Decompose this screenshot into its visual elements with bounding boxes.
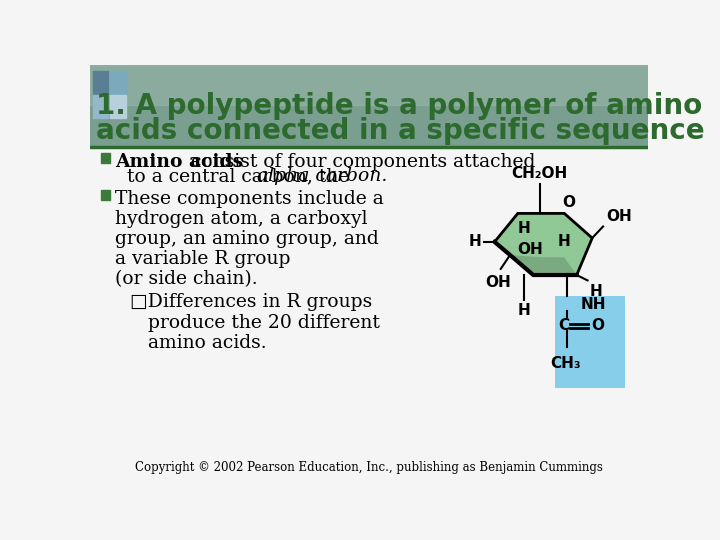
- Bar: [101, 190, 110, 200]
- Text: consist of four components attached: consist of four components attached: [184, 153, 535, 171]
- Bar: [110, 95, 126, 118]
- Text: H: H: [518, 221, 531, 237]
- Text: CH₃: CH₃: [550, 356, 580, 371]
- Text: alpha carbon.: alpha carbon.: [258, 167, 388, 185]
- Text: a variable R group: a variable R group: [114, 251, 290, 268]
- Text: H: H: [469, 234, 482, 249]
- Text: OH: OH: [518, 242, 543, 257]
- Text: Copyright © 2002 Pearson Education, Inc., publishing as Benjamin Cummings: Copyright © 2002 Pearson Education, Inc.…: [135, 462, 603, 475]
- Text: acids connected in a specific sequence: acids connected in a specific sequence: [96, 117, 705, 145]
- Text: produce the 20 different: produce the 20 different: [130, 314, 380, 332]
- Text: (or side chain).: (or side chain).: [114, 271, 258, 288]
- Text: H: H: [558, 234, 571, 249]
- Bar: [555, 296, 625, 388]
- Text: hydrogen atom, a carboxyl: hydrogen atom, a carboxyl: [114, 211, 367, 228]
- Bar: [101, 153, 110, 163]
- Text: H: H: [590, 284, 603, 299]
- Bar: [110, 71, 126, 94]
- Text: 1. A polypeptide is a polymer of amino: 1. A polypeptide is a polymer of amino: [96, 92, 703, 120]
- Text: CH₂OH: CH₂OH: [511, 166, 567, 181]
- Text: to a central carbon, the: to a central carbon, the: [127, 167, 356, 185]
- Text: Amino acids: Amino acids: [114, 153, 243, 171]
- Polygon shape: [495, 242, 577, 275]
- Text: □Differences in R groups: □Differences in R groups: [130, 294, 372, 312]
- Text: H: H: [518, 303, 531, 318]
- Polygon shape: [495, 213, 593, 275]
- Bar: [90, 65, 648, 146]
- Bar: [93, 95, 109, 118]
- Bar: [93, 71, 109, 94]
- Text: These components include a: These components include a: [114, 190, 384, 208]
- Text: amino acids.: amino acids.: [130, 334, 267, 352]
- Text: C: C: [558, 318, 569, 333]
- Text: OH: OH: [606, 209, 632, 224]
- Text: NH: NH: [580, 298, 606, 312]
- Text: group, an amino group, and: group, an amino group, and: [114, 231, 379, 248]
- Text: O: O: [591, 318, 604, 333]
- Text: O: O: [562, 194, 575, 210]
- Bar: [90, 65, 648, 105]
- Text: OH: OH: [485, 275, 510, 290]
